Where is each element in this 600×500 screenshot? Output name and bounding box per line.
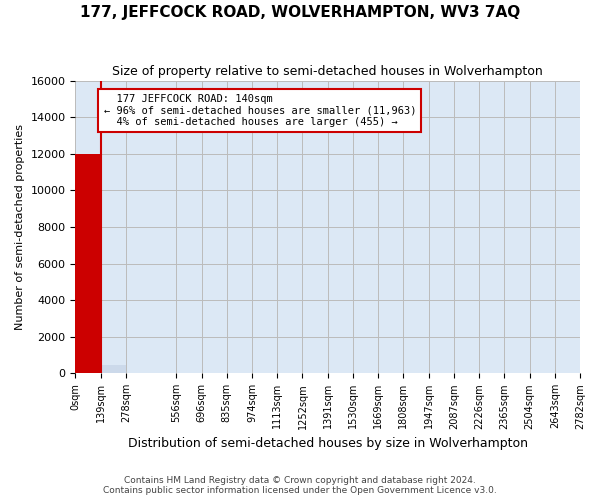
Text: 177, JEFFCOCK ROAD, WOLVERHAMPTON, WV3 7AQ: 177, JEFFCOCK ROAD, WOLVERHAMPTON, WV3 7… xyxy=(80,5,520,20)
Title: Size of property relative to semi-detached houses in Wolverhampton: Size of property relative to semi-detach… xyxy=(112,65,543,78)
Y-axis label: Number of semi-detached properties: Number of semi-detached properties xyxy=(15,124,25,330)
Bar xyxy=(76,154,101,374)
Bar xyxy=(101,365,126,374)
X-axis label: Distribution of semi-detached houses by size in Wolverhampton: Distribution of semi-detached houses by … xyxy=(128,437,528,450)
Text: 177 JEFFCOCK ROAD: 140sqm
← 96% of semi-detached houses are smaller (11,963)
  4: 177 JEFFCOCK ROAD: 140sqm ← 96% of semi-… xyxy=(104,94,416,127)
Text: Contains HM Land Registry data © Crown copyright and database right 2024.
Contai: Contains HM Land Registry data © Crown c… xyxy=(103,476,497,495)
